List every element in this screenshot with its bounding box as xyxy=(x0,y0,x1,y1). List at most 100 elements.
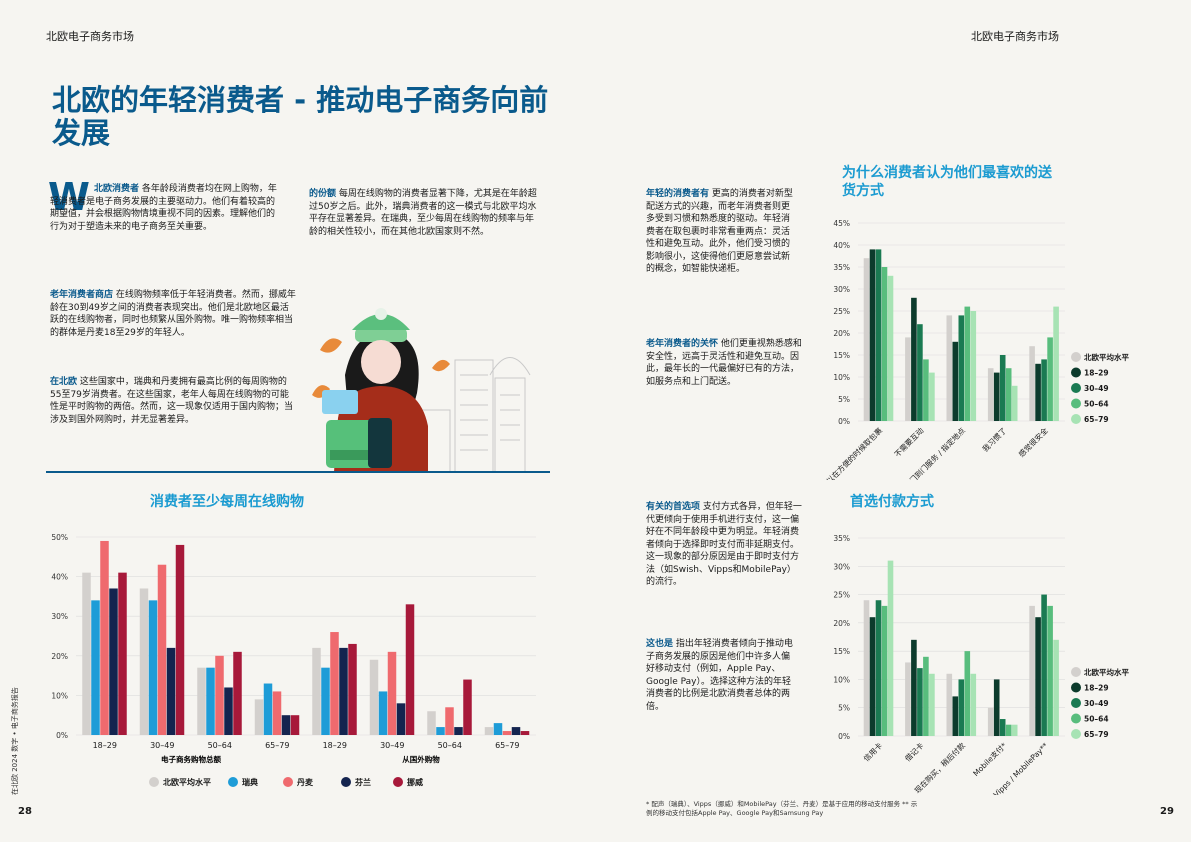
y-tick-label: 25% xyxy=(833,591,850,600)
bar xyxy=(999,355,1006,421)
bar xyxy=(157,564,167,735)
bar xyxy=(139,588,149,735)
bar xyxy=(911,639,917,736)
y-tick-label: 30% xyxy=(833,562,850,571)
bar xyxy=(1041,594,1047,736)
y-tick-label: 20% xyxy=(833,619,850,628)
bar xyxy=(369,659,379,735)
pref-lead: 有关的首选项 xyxy=(646,502,701,512)
legend-swatch xyxy=(393,777,403,787)
legend-label: 18–29 xyxy=(1084,369,1109,378)
bar xyxy=(175,544,185,735)
bar xyxy=(869,249,876,421)
bar xyxy=(958,679,965,736)
y-tick-label: 20% xyxy=(51,652,68,661)
bar xyxy=(1047,337,1053,421)
bar xyxy=(1011,385,1018,421)
bar xyxy=(887,275,894,421)
also-lead: 这也是 xyxy=(646,639,674,649)
bar xyxy=(863,600,870,736)
share-lead: 的份额 xyxy=(309,189,337,199)
y-tick-label: 30% xyxy=(833,285,850,294)
bar xyxy=(348,643,357,735)
bar xyxy=(993,372,1000,421)
bar xyxy=(970,673,977,736)
legend-swatch xyxy=(1071,698,1081,708)
bar xyxy=(875,600,882,736)
older-paragraph: 老年消费者商店 在线购物频率低于年轻消费者。然而，挪威年龄在30到49岁之间的消… xyxy=(50,289,296,339)
bar xyxy=(463,679,472,735)
legend-swatch xyxy=(1071,383,1081,393)
bar xyxy=(999,719,1006,736)
pref-paragraph: 有关的首选项 支付方式各异，但年轻一代更倾向于使用手机进行支付，这一偏好在不同年… xyxy=(646,501,802,589)
bar xyxy=(493,723,503,735)
dropcap: W xyxy=(48,175,90,219)
legend-label: 北欧平均水平 xyxy=(1084,352,1129,362)
intro-paragraph: 北欧消费者 各年龄段消费者均在网上购物，年轻消费者是电子商务发展的主要驱动力。他… xyxy=(50,183,282,233)
y-tick-label: 50% xyxy=(51,533,68,542)
legend-label: 北欧平均水平 xyxy=(1084,667,1129,677)
young-text: 更高的消费者对新型配送方式的兴趣，而老年消费者则更多受到习惯和熟悉度的驱动。年轻… xyxy=(646,189,793,274)
bar xyxy=(1011,724,1018,736)
legend-swatch xyxy=(1071,682,1081,693)
intro-lead: 北欧消费者 xyxy=(94,184,140,194)
bar xyxy=(166,647,176,735)
chart1-title: 消费者至少每周在线购物 xyxy=(150,494,304,510)
legend-label: 50–64 xyxy=(1084,400,1109,409)
legend-swatch xyxy=(149,777,159,787)
bar xyxy=(923,656,929,736)
weekly-shopping-chart: 0% 10% 20% 30% 40% 50% 18–29 30–49 50–64 65–79 18–… xyxy=(51,533,536,787)
bar xyxy=(520,731,530,735)
oldcare-paragraph: 老年消费者的关怀 他们更重视熟悉感和安全性，远高于灵活性和避免互动。因此，最年长… xyxy=(646,338,802,388)
bar xyxy=(263,683,273,735)
bar xyxy=(100,540,109,735)
bar xyxy=(405,604,415,735)
legend-label: 65–79 xyxy=(1084,730,1109,739)
x-tick-label: 我可以在方便的时候取包裹 xyxy=(820,425,884,480)
bar xyxy=(905,662,911,736)
bar xyxy=(148,600,158,735)
x-tick-label: Mobile支付* xyxy=(971,740,1009,778)
x-tick-label: 65–79 xyxy=(495,741,519,750)
x-tick-label: 18–29 xyxy=(93,741,117,750)
bar xyxy=(206,667,215,735)
city-buildings-icon xyxy=(419,357,531,472)
bar xyxy=(875,249,882,421)
bar xyxy=(454,727,463,735)
bar xyxy=(869,617,876,736)
oldcare-text: 他们更重视熟悉感和安全性，远高于灵活性和避免互动。因此，最年长的一代最偏好已有的… xyxy=(646,339,802,387)
bar xyxy=(1047,605,1053,736)
north-paragraph: 在北欧 这些国家中，瑞典和丹麦拥有最高比例的每周购物的55至79岁消费者。在这些… xyxy=(50,376,296,426)
bar xyxy=(330,632,339,735)
side-caption: 在北欧 2024 数字 • 电子商务报告 xyxy=(11,687,19,795)
legend-label: 北欧平均水平 xyxy=(163,777,211,787)
x-tick-label: 18–29 xyxy=(323,741,347,750)
bar xyxy=(958,315,965,421)
bar xyxy=(197,667,206,735)
bar xyxy=(929,673,935,736)
bar xyxy=(445,707,454,735)
bar xyxy=(224,687,233,735)
bar xyxy=(339,647,348,735)
y-tick-label: 40% xyxy=(51,573,68,582)
legend-label: 丹麦 xyxy=(296,777,314,787)
y-tick-label: 45% xyxy=(833,219,850,228)
legend-label: 65–79 xyxy=(1084,415,1109,424)
page-title: 北欧的年轻消费者 - 推动电子商务向前发展 xyxy=(52,83,549,150)
bar xyxy=(427,711,436,735)
legend-swatch xyxy=(283,777,293,787)
bar xyxy=(964,306,971,421)
bar xyxy=(946,315,953,421)
x-tick-label: 65–79 xyxy=(265,741,289,750)
also-text: 指出年轻消费者倾向于推动电子商务发展的原因是他们中许多人偏好移动支付（例如，Ap… xyxy=(646,639,793,712)
bar xyxy=(1005,724,1012,736)
bar xyxy=(881,605,888,736)
bar xyxy=(281,715,291,735)
legend-label: 瑞典 xyxy=(242,777,258,787)
x-tick-label: 信用卡 xyxy=(861,740,884,763)
young-paragraph: 年轻的消费者有 更高的消费者对新型配送方式的兴趣，而老年消费者则更多受到习惯和熟… xyxy=(646,188,798,276)
x-tick-label: 50–64 xyxy=(208,741,232,750)
bar xyxy=(987,707,994,736)
legend-swatch xyxy=(1071,729,1081,739)
